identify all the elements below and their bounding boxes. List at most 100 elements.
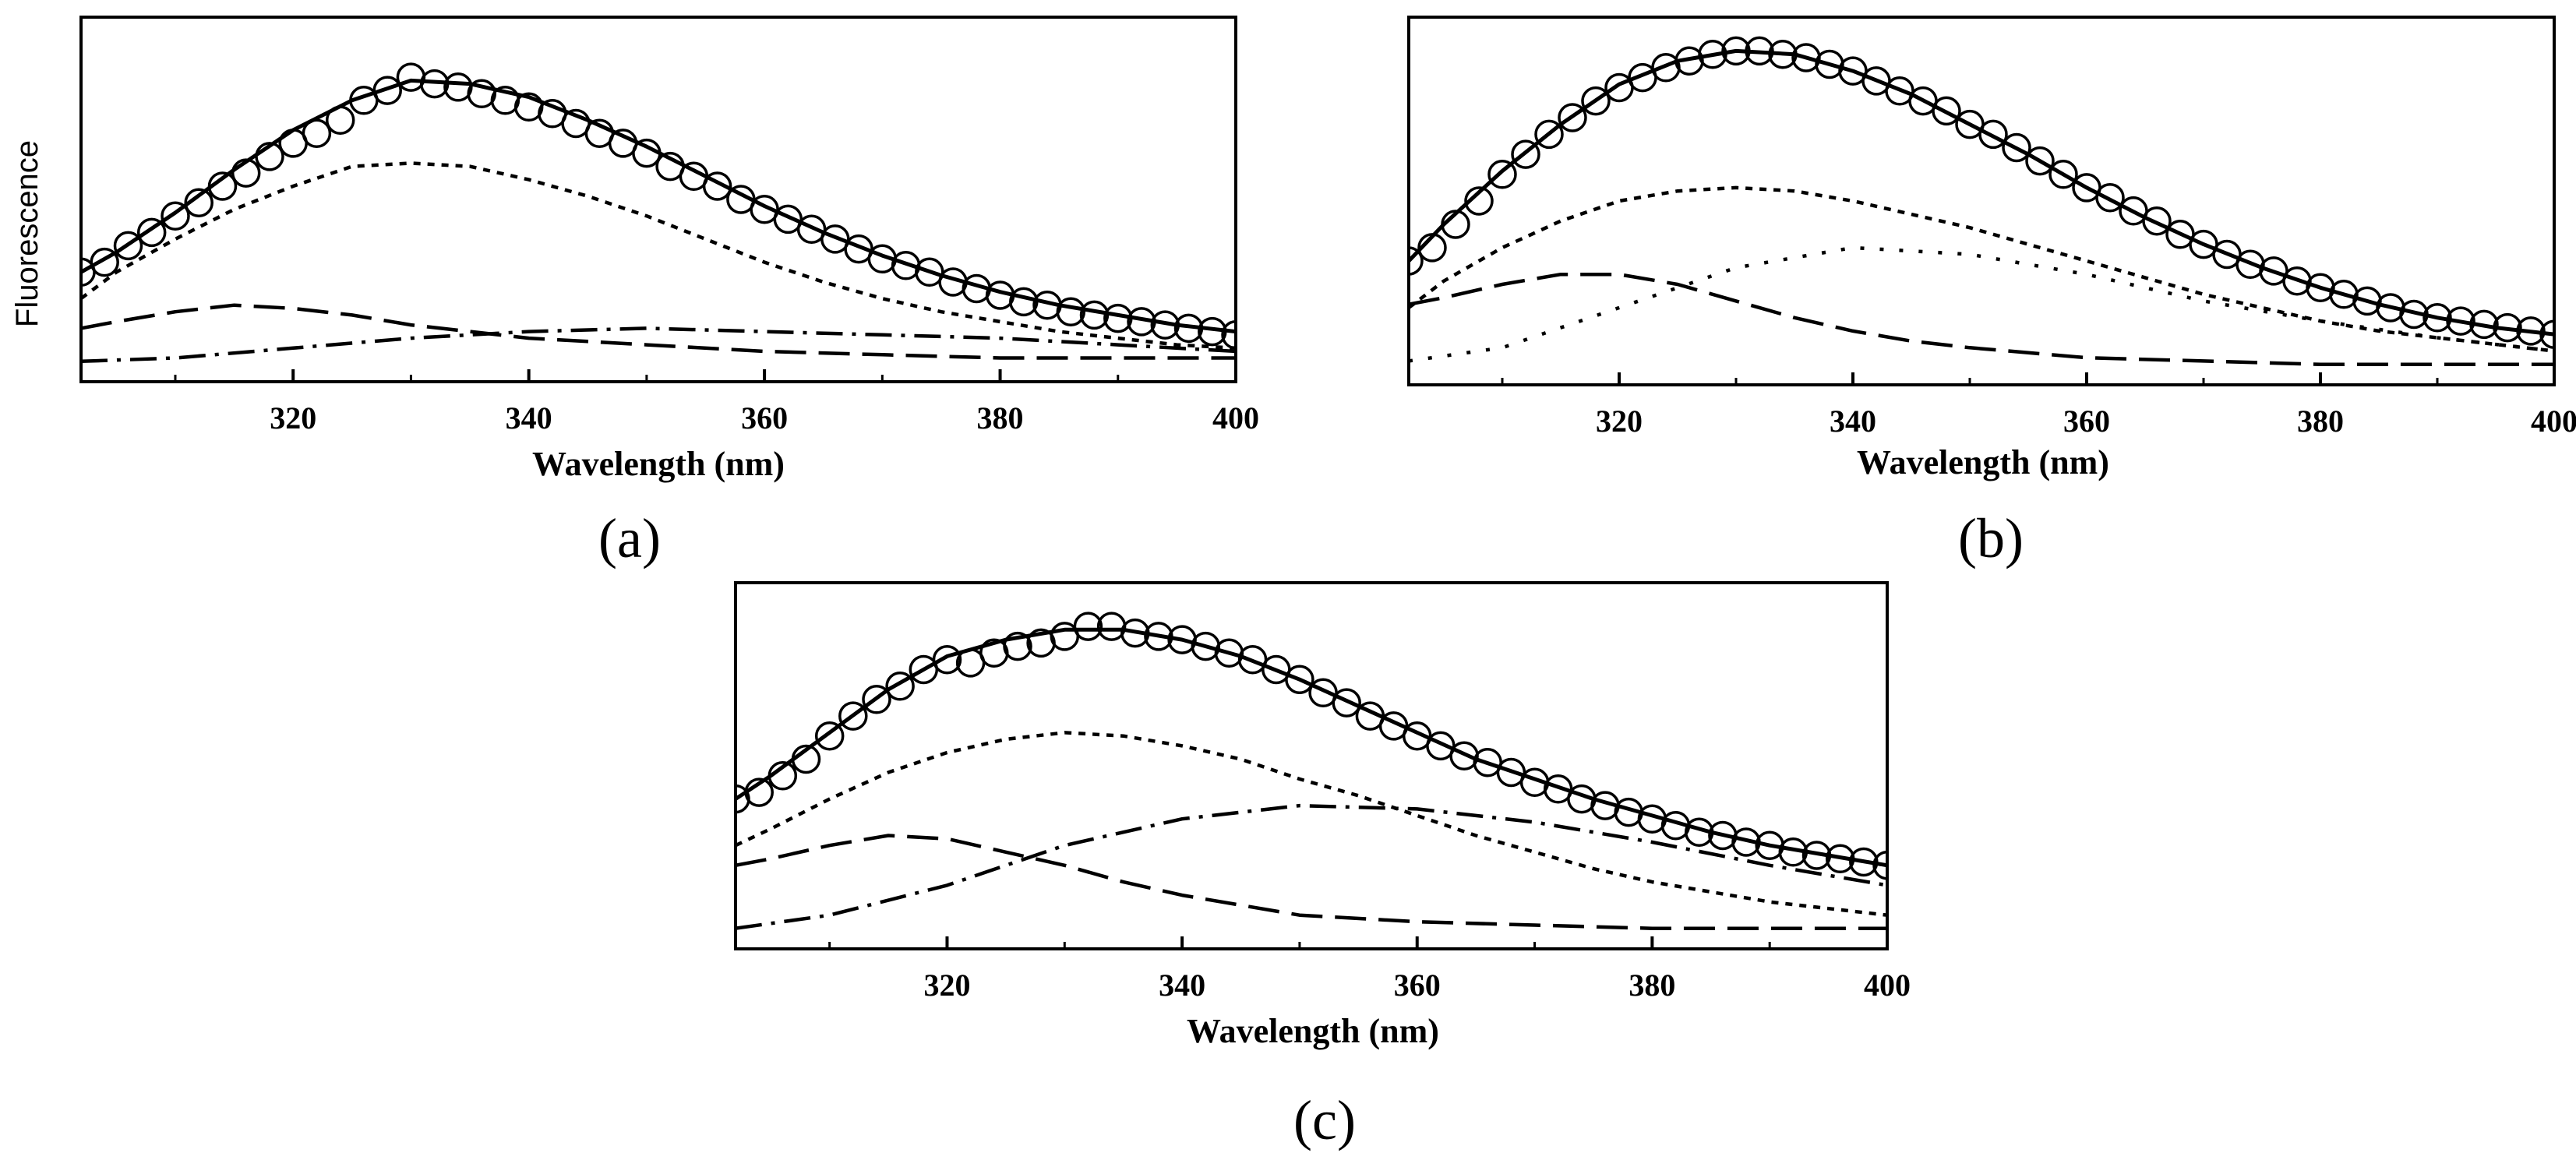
panel-c-data-point [744,777,774,807]
panel-a-data-point [1009,287,1039,317]
panel-c-x-tick-label: 340 [1159,968,1205,1003]
panel-a: 320 340 360 380 400 Fluorescence Wavelength … [10,16,1259,569]
panel-a-x-tick-label: 400 [1212,400,1259,435]
panel-c-x-axis-label: Wavelength (nm) [1187,1012,1439,1050]
panel-a-x-tick-label: 360 [741,400,788,435]
panel-b-data-point [2422,303,2452,333]
panel-a-data-point [1150,310,1180,340]
panel-a-data-point [1198,316,1227,347]
panel-b-data-point [1698,39,1727,69]
panel-b-component-3-line [1409,245,2554,363]
panel-b-data-point [1441,210,1470,239]
panel-a-data-point [207,171,238,201]
panel-b-plot-area [1409,36,2554,366]
panel-b: 320 340 360 380 400 Wavelength (nm) (b) [1407,16,2576,569]
panel-c-x-tick-label: 320 [923,968,970,1003]
panel-b-x-axis: 320 340 360 380 400 [1501,372,2576,439]
panel-a-x-axis-label: Wavelength (nm) [532,445,785,483]
panel-a-x-tick-label: 380 [977,400,1024,435]
panel-b-data-point [2493,312,2522,343]
panel-c-plot-frame [734,581,1889,950]
panel-b-data-point [1721,36,1751,66]
panel-a-data-point [136,217,167,248]
panel-c-data-point [932,644,962,675]
panel-b-data-point [1745,36,1774,66]
panel-b-data-point [1581,86,1611,116]
panel-b-data-point [1534,119,1564,150]
panel-a-plot-frame [79,16,1237,383]
panel-c-data-point [885,672,915,701]
panel-c-data-point [1731,827,1761,857]
panel-b-x-axis-label: Wavelength (nm) [1857,443,2109,481]
panel-b-data-point [2002,132,2031,163]
panel-b-data-point [1409,246,1424,276]
panel-a-data-point [1103,303,1133,333]
panel-a-y-axis-label: Fluorescence [10,140,44,327]
panel-a-data-point [184,188,213,217]
panel-c-total-line [736,627,1887,868]
panel-b-observed-markers [1409,36,2554,349]
panel-c-data-point [1825,844,1855,874]
panel-b-x-tick-label: 360 [2063,404,2110,439]
panel-c-observed-markers [736,612,1887,880]
panel-b-x-tick-label: 380 [2297,404,2344,439]
panel-c-data-point [1684,817,1714,847]
panel-b-x-tick-label: 320 [1596,404,1643,439]
panel-a-data-point [702,171,732,201]
panel-a-data-point [325,105,355,135]
panel-b-data-point [2539,319,2554,349]
panel-c-data-point [1801,841,1832,870]
panel-b-data-point [2025,146,2055,176]
panel-a-plot-area [81,62,1236,364]
panel-b-data-point [2095,182,2125,213]
panel-b-data-point [2516,316,2546,346]
panel-c-data-point [768,761,798,791]
panel-b-x-tick-label: 400 [2531,404,2576,439]
panel-c-data-point [1849,847,1879,877]
panel-a-data-point [90,247,119,277]
panel-a-data-point [1079,300,1110,330]
panel-b-data-point [2399,299,2429,330]
panel-a-x-tick-label: 340 [506,400,552,435]
panel-c-component-3-line [736,803,1887,930]
panel-a-x-axis: 320 340 360 380 400 [174,369,1259,435]
panel-c-data-point [838,701,868,731]
panel-b-data-point [1464,186,1494,216]
panel-b-label: (b) [1958,507,2024,569]
panel-a-component-2-line [81,161,1236,351]
panel-a-total-line [81,78,1236,334]
panel-b-data-point [1932,96,1961,126]
panel-b-x-tick-label: 340 [1830,404,1876,439]
panel-a-data-point [1173,313,1204,344]
panel-b-total-line [1409,48,2554,337]
panel-c-data-point [1872,851,1887,880]
panel-a-data-point [1127,307,1156,337]
panel-b-data-point [1768,39,1798,69]
panel-c-data-point [814,721,845,751]
panel-c-x-tick-label: 360 [1394,968,1441,1003]
panel-c-data-point [1144,622,1173,651]
panel-c-x-axis: 320 340 360 380 400 [828,936,1911,1003]
panel-c-data-point [1285,665,1314,694]
panel-b-plot-frame [1407,16,2556,386]
panel-c-data-point [1003,631,1032,661]
panel-a-data-point [231,158,261,188]
panel-a-observed-markers [81,62,1236,350]
panel-b-data-point [1511,139,1540,169]
panel-c: 320 340 360 380 400 Wavelength (nm) (c) [734,581,1911,1151]
panel-a-component-3-line [81,326,1236,364]
panel-c-data-point [1120,618,1150,648]
panel-c-data-point [1332,688,1361,717]
panel-a-data-point [1056,297,1086,326]
panel-a-data-point [1221,320,1236,350]
panel-c-x-tick-label: 400 [1864,968,1911,1003]
panel-b-data-point [1417,233,1447,263]
panel-c-x-tick-label: 380 [1629,968,1675,1003]
panel-a-data-point [302,118,332,148]
panel-b-data-point [2142,206,2172,236]
panel-a-data-point [161,201,190,231]
panel-a-data-point [632,138,662,168]
panel-c-data-point [1073,612,1103,641]
panel-a-label: (a) [598,507,661,569]
